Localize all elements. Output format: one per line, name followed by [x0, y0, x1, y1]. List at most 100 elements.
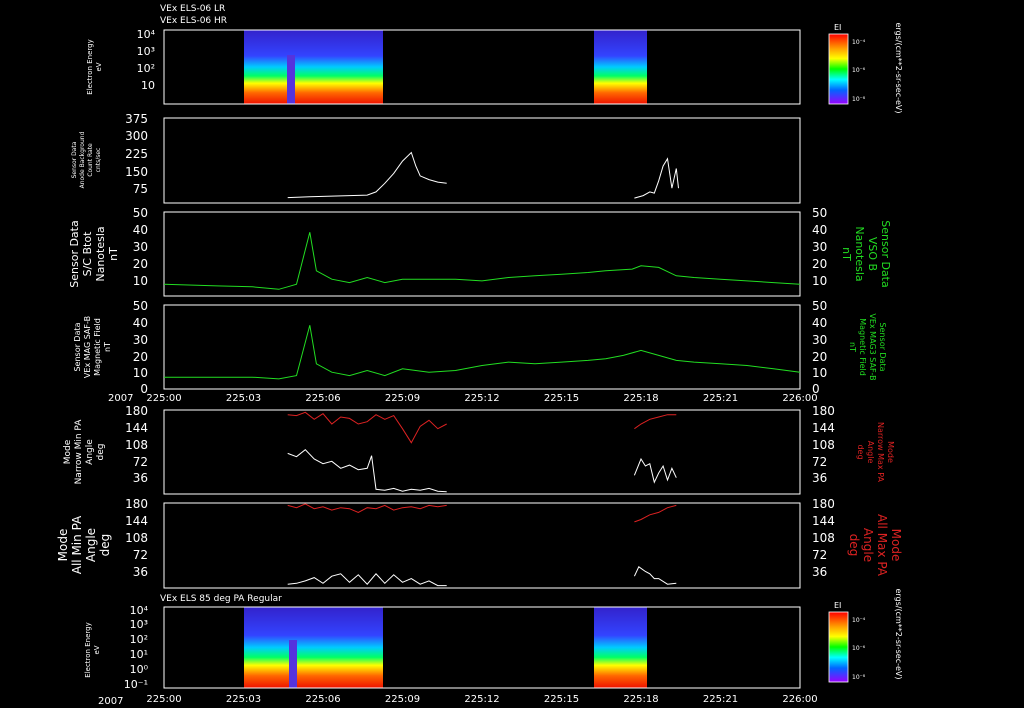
p7-ylabel-0: Electron Energy	[84, 622, 92, 677]
p4-rlabel-2: Magnetic Field	[858, 318, 867, 376]
p3-ylabel-3: nT	[107, 247, 120, 261]
p6-ylabel-0: Mode	[56, 529, 70, 562]
p5-rlabel-2: Angle	[866, 441, 875, 464]
colorbar-2: EI 10⁻⁴ 10⁻⁶ 10⁻⁸ ergs/(cm**2-sr-sec-eV)	[828, 588, 903, 683]
panel-4-frame	[163, 304, 801, 390]
p5-rtick-4: 36	[812, 471, 827, 485]
colorbar-1-label: EI	[834, 23, 841, 32]
p7-ytick-1: 10³	[130, 618, 148, 631]
p4-ytick-0: 50	[133, 299, 148, 313]
p1-ylabel-1: eV	[95, 62, 103, 71]
colorbar-1-tick-1: 10⁻⁶	[852, 67, 866, 74]
p1-ytick-0: 10⁴	[137, 28, 156, 41]
p6-rlabel-1: All Max PA	[875, 514, 889, 577]
series-1-segment-0	[163, 232, 801, 290]
p2-ylabel-3: cnts/sec	[95, 148, 102, 173]
colorbar-2-tick-2: 10⁻⁸	[852, 674, 866, 681]
p6-rlabel-0: Mode	[889, 529, 903, 562]
p3-rtick-4: 10	[812, 274, 827, 288]
p6-ytick-0: 180	[125, 497, 148, 511]
p4-rtick-3: 20	[812, 350, 827, 364]
xaxis-mid-tick-4: 225:12	[464, 393, 499, 404]
p5-rtick-3: 72	[812, 455, 827, 469]
panel-1: 10⁴ 10³ 10² 10 Electron Energy eV	[86, 28, 801, 105]
panel-4-yticks: 50 40 30 20 10 0 50 40 30 20 10 0	[133, 299, 828, 396]
p7-ytick-5: 10⁻¹	[124, 678, 148, 691]
series-5-segment-0	[287, 573, 447, 587]
spectrogram-gap-1	[287, 55, 295, 104]
panel-2-frame	[163, 117, 801, 204]
p5-rtick-1: 144	[812, 421, 835, 435]
panel-6-yticks: 180 144 108 72 36 180 144 108 72 36	[125, 497, 835, 579]
p6-rtick-1: 144	[812, 514, 835, 528]
series-3-segment-0	[287, 449, 447, 493]
p5-ytick-0: 180	[125, 404, 148, 418]
p6-ytick-2: 108	[125, 531, 148, 545]
p1-ytick-2: 10²	[137, 62, 155, 75]
spectrogram-block-7b	[594, 607, 647, 688]
p4-ytick-3: 20	[133, 350, 148, 364]
xaxis-mid-tick-7: 225:21	[703, 393, 738, 404]
panel-3: 50 40 30 20 10 50 40 30 20 10 Sensor Dat…	[68, 206, 892, 297]
spectrogram-block-7a	[244, 607, 383, 688]
colorbar-2-tick-0: 10⁻⁴	[852, 617, 866, 624]
p2-ytick-3: 150	[125, 165, 148, 179]
p5-ytick-1: 144	[125, 421, 148, 435]
p3-rlabel-3: nT	[840, 247, 853, 261]
xaxis-mid-year: 2007	[108, 393, 133, 404]
p4-rtick-5: 0	[812, 382, 820, 396]
xaxis-bottom-year: 2007	[98, 696, 123, 707]
p4-ytick-2: 30	[133, 333, 148, 347]
series-4-segment-1	[634, 414, 677, 430]
p5-ylabel-1: Narrow Min PA	[74, 419, 84, 485]
panel-7-yticks: 10⁴ 10³ 10² 10¹ 10⁰ 10⁻¹	[124, 604, 149, 691]
colorbar-2-gradient	[828, 611, 849, 683]
xaxis-bottom-tick-6: 225:18	[623, 694, 658, 705]
header-line1: VEx ELS-06 LR	[160, 4, 225, 14]
series-5-segment-1	[633, 566, 677, 585]
series-2-segment-0	[164, 325, 801, 380]
p4-ytick-4: 10	[133, 366, 148, 380]
xaxis-mid: 2007 225:00 225:03 225:06 225:09 225:12 …	[108, 393, 818, 404]
p6-ylabel-3: deg	[98, 534, 112, 557]
p3-ytick-4: 10	[133, 274, 148, 288]
p5-rtick-2: 108	[812, 438, 835, 452]
p7-ylabel-1: eV	[93, 645, 101, 654]
p6-rlabel-3: deg	[847, 534, 861, 557]
p3-rlabel-2: Nanotesla	[853, 226, 866, 281]
p2-ytick-2: 225	[125, 147, 148, 161]
panel-2: 375 300 225 150 75 Sensor Data Anode Bac…	[71, 112, 801, 204]
xaxis-mid-tick-3: 225:09	[385, 393, 420, 404]
series-6-segment-1	[634, 504, 677, 523]
p5-rlabel-0: Mode	[886, 441, 895, 463]
xaxis-mid-tick-0: 225:00	[146, 393, 181, 404]
spectrogram-gap-7	[289, 640, 297, 688]
p4-rlabel-0: Sensor Data	[878, 322, 887, 371]
xaxis-bottom-tick-4: 225:12	[464, 694, 499, 705]
p6-ytick-3: 72	[133, 548, 148, 562]
panel-3-frame	[163, 211, 801, 297]
p4-ylabel-3: nT	[103, 342, 112, 352]
panel-1-yticks: 10⁴ 10³ 10² 10	[137, 28, 156, 92]
p6-ylabel-1: All Min PA	[70, 515, 84, 574]
header-line2: VEx ELS-06 HR	[160, 16, 227, 26]
p4-rtick-2: 30	[812, 333, 827, 347]
p3-ytick-1: 40	[133, 223, 148, 237]
p6-rtick-3: 72	[812, 548, 827, 562]
p5-rlabel-1: Narrow Max PA	[876, 422, 885, 483]
spectrogram-block-1a	[244, 30, 383, 104]
xaxis-bottom-tick-7: 225:21	[703, 694, 738, 705]
p7-ytick-3: 10¹	[130, 648, 148, 661]
series-3-segment-1	[633, 457, 677, 484]
p4-ytick-1: 40	[133, 316, 148, 330]
xaxis-bottom-tick-5: 225:15	[544, 694, 579, 705]
p6-rtick-4: 36	[812, 565, 827, 579]
p3-ylabel-1: S/C Btot	[81, 231, 94, 276]
p4-rtick-1: 40	[812, 316, 827, 330]
xaxis-mid-tick-5: 225:15	[544, 393, 579, 404]
p3-rtick-0: 50	[812, 206, 827, 220]
p3-rlabel-0: Sensor Data	[879, 220, 892, 287]
p3-ylabel-2: Nanotesla	[94, 226, 107, 281]
p5-rlabel-3: deg	[856, 444, 865, 459]
